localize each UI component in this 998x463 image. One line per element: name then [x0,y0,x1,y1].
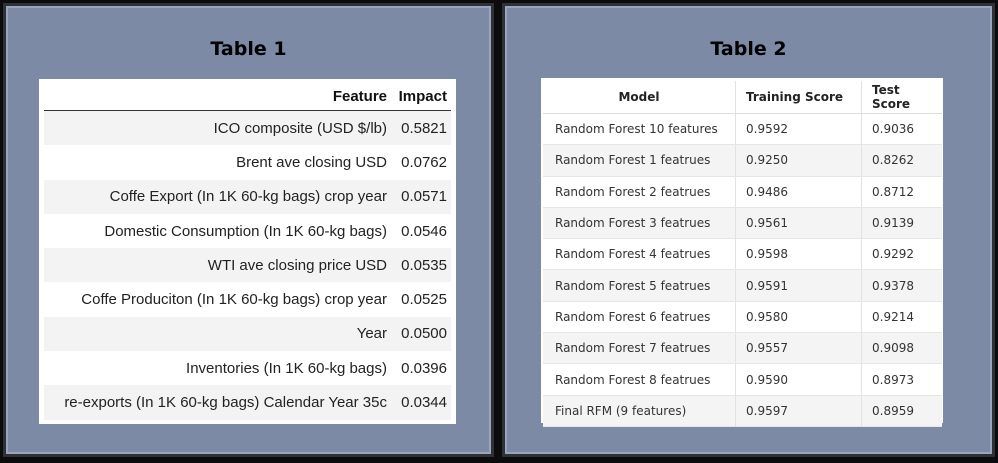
model-cell: Random Forest 2 featrues [543,176,736,208]
table2-title: Table 2 [710,38,787,60]
feature-cell: Coffe Export (In 1K 60-kg bags) crop yea… [44,179,391,214]
table-row: Inventories (In 1K 60-kg bags) 0.0396 [44,351,451,385]
table-row: re-exports (In 1K 60-kg bags) Calendar Y… [44,385,451,420]
table2-panel: Table 2 Model Training Score Test Score … [502,3,995,457]
test-score-cell: 0.9378 [861,269,942,302]
model-scores-table: Model Training Score Test Score Random F… [543,81,942,427]
test-score-cell: 0.8712 [861,176,942,208]
table-row: Brent ave closing USD 0.0762 [44,145,451,179]
impact-cell: 0.0546 [401,222,447,240]
table1-panel: Table 1 Feature Impact ICO composite (US… [3,3,494,457]
impact-cell: 0.0396 [401,359,447,377]
impact-cell: 0.0535 [391,248,451,283]
table-row: WTI ave closing price USD 0.0535 [44,248,451,283]
table2-container: Model Training Score Test Score Random F… [541,78,943,427]
table-row: Coffe Produciton (In 1K 60-kg bags) crop… [44,282,451,316]
impact-cell: 0.0500 [391,316,451,352]
training-score-cell: 0.9250 [735,144,862,177]
test-score-cell: 0.9139 [861,207,942,240]
table-row: Random Forest 2 featrues 0.9486 0.8712 [543,176,942,208]
model-cell: Random Forest 10 features [543,113,736,146]
test-score-cell: 0.9292 [861,238,942,271]
table-row: Random Forest 4 featrues 0.9598 0.9292 [543,238,942,271]
training-score-cell: 0.9598 [735,238,862,271]
impact-cell: 0.5821 [391,110,451,146]
table2-header-row: Model Training Score Test Score [543,81,942,114]
feature-cell: Inventories (In 1K 60-kg bags) [186,359,387,377]
training-score-cell: 0.9590 [735,363,862,396]
table-row: Random Forest 1 featrues 0.9250 0.8262 [543,144,942,177]
feature-cell: Coffe Produciton (In 1K 60-kg bags) crop… [81,291,387,309]
table-row: Coffe Export (In 1K 60-kg bags) crop yea… [44,179,451,214]
training-score-cell: 0.9580 [735,301,862,334]
training-score-column-header: Training Score [735,81,862,114]
training-score-cell: 0.9597 [735,395,862,427]
impact-cell: 0.0525 [401,291,447,309]
training-score-cell: 0.9592 [735,113,862,146]
test-score-cell: 0.9214 [861,301,942,334]
impact-cell: 0.0762 [401,153,447,171]
table-row: Random Forest 7 featrues 0.9557 0.9098 [543,332,942,365]
model-cell: Random Forest 6 featrues [543,301,736,334]
table-row: ICO composite (USD $/lb) 0.5821 [44,110,451,146]
impact-column-header: Impact [391,83,451,111]
feature-cell: Year [44,316,391,352]
test-score-cell: 0.9098 [861,332,942,365]
table1-container: Feature Impact ICO composite (USD $/lb) 0… [39,79,456,424]
training-score-cell: 0.9486 [735,176,862,208]
model-cell: Random Forest 3 featrues [543,207,736,240]
table-row: Year 0.0500 [44,316,451,352]
table-row: Domestic Consumption (In 1K 60-kg bags) 0… [44,214,451,248]
feature-column-header: Feature [44,83,391,111]
feature-cell: ICO composite (USD $/lb) [44,110,391,146]
model-cell: Random Forest 5 featrues [543,269,736,302]
test-score-cell: 0.8973 [861,363,942,396]
test-score-cell: 0.9036 [861,113,942,146]
impact-cell: 0.0571 [391,179,451,214]
table-row: Random Forest 6 featrues 0.9580 0.9214 [543,301,942,334]
table-row: Final RFM (9 features) 0.9597 0.8959 [543,395,942,427]
impact-cell: 0.0344 [391,385,451,420]
table1-title: Table 1 [210,38,287,60]
feature-cell: Domestic Consumption (In 1K 60-kg bags) [104,222,387,240]
feature-cell: re-exports (In 1K 60-kg bags) Calendar Y… [44,385,391,420]
test-score-column-header: Test Score [861,81,942,114]
test-score-cell: 0.8262 [861,144,942,177]
table-row: Random Forest 3 featrues 0.9561 0.9139 [543,207,942,240]
table-row: Random Forest 8 featrues 0.9590 0.8973 [543,363,942,396]
model-cell: Random Forest 7 featrues [543,332,736,365]
model-cell: Final RFM (9 features) [543,395,736,427]
test-score-cell: 0.8959 [861,395,942,427]
table1-header-row: Feature Impact [44,83,451,111]
table-row: Random Forest 10 features 0.9592 0.9036 [543,113,942,146]
training-score-cell: 0.9591 [735,269,862,302]
feature-impact-table: Feature Impact ICO composite (USD $/lb) 0… [44,83,451,420]
feature-cell: Brent ave closing USD [236,153,387,171]
feature-cell: WTI ave closing price USD [44,248,391,283]
model-cell: Random Forest 1 featrues [543,144,736,177]
model-column-header: Model [543,81,736,114]
model-cell: Random Forest 8 featrues [543,363,736,396]
table-row: Random Forest 5 featrues 0.9591 0.9378 [543,269,942,302]
model-cell: Random Forest 4 featrues [543,238,736,271]
training-score-cell: 0.9557 [735,332,862,365]
training-score-cell: 0.9561 [735,207,862,240]
